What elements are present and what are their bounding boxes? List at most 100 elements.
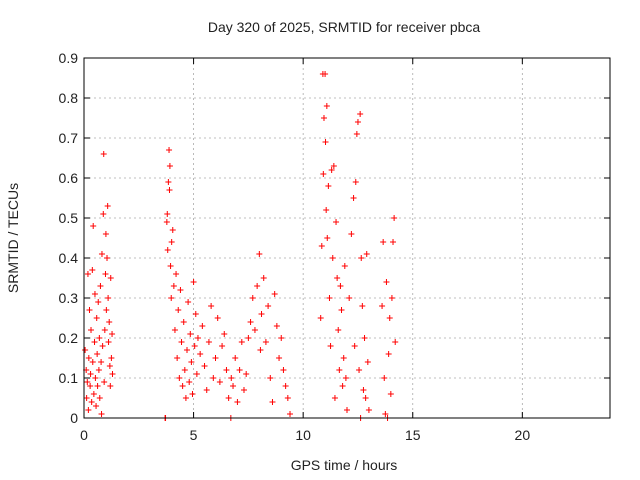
data-point: [273, 323, 280, 329]
chart-title: Day 320 of 2025, SRMTID for receiver pbc…: [208, 19, 481, 35]
x-tick-label: 0: [80, 427, 88, 443]
data-point: [95, 299, 102, 305]
data-point: [348, 231, 355, 237]
data-point: [108, 355, 115, 361]
data-point: [267, 375, 274, 381]
data-point: [329, 255, 336, 261]
data-point: [166, 147, 173, 153]
data-point: [98, 411, 105, 417]
data-point: [203, 387, 210, 393]
grid-lines: [84, 58, 610, 418]
data-point: [387, 391, 394, 397]
plot-frame: [83, 57, 611, 419]
data-point: [90, 391, 97, 397]
data-point: [357, 111, 364, 117]
data-point: [188, 359, 195, 365]
data-point: [354, 119, 361, 125]
data-point: [335, 327, 342, 333]
data-point: [187, 331, 194, 337]
y-tick-label: 0.5: [59, 210, 79, 226]
data-point: [82, 347, 89, 353]
data-point: [364, 359, 371, 365]
data-point: [240, 387, 247, 393]
data-point: [362, 395, 369, 401]
data-point: [106, 363, 113, 369]
data-point: [105, 295, 112, 301]
data-point: [327, 343, 334, 349]
data-point: [105, 339, 112, 345]
data-point: [178, 339, 185, 345]
y-tick-label: 0.4: [59, 250, 79, 266]
data-point: [230, 383, 237, 389]
data-point: [323, 103, 330, 109]
data-point: [359, 303, 366, 309]
data-point: [192, 311, 199, 317]
data-point: [363, 251, 370, 257]
data-point: [88, 327, 95, 333]
data-point: [212, 355, 219, 361]
data-point: [98, 251, 105, 257]
data-point: [193, 371, 200, 377]
data-point: [391, 215, 398, 221]
data-point: [168, 295, 175, 301]
y-tick-label: 0.8: [59, 90, 79, 106]
data-point: [381, 375, 388, 381]
data-point: [103, 307, 110, 313]
data-point: [351, 343, 358, 349]
data-point: [182, 395, 189, 401]
data-point: [165, 179, 172, 185]
data-point: [258, 311, 265, 317]
data-point: [197, 351, 204, 357]
data-point: [276, 355, 283, 361]
data-point: [282, 383, 289, 389]
data-point: [262, 339, 269, 345]
data-point: [322, 71, 329, 77]
data-point: [360, 387, 367, 393]
data-point: [102, 231, 109, 237]
data-point: [356, 367, 363, 373]
data-point: [98, 359, 105, 365]
data-point: [365, 407, 372, 413]
data-point: [247, 319, 254, 325]
y-tick-label: 0.2: [59, 330, 79, 346]
data-point: [353, 131, 360, 137]
data-point: [176, 375, 183, 381]
data-point: [280, 367, 287, 373]
data-point: [256, 251, 263, 257]
data-point: [169, 227, 176, 233]
data-point: [166, 163, 173, 169]
data-point: [271, 291, 278, 297]
data-point: [386, 315, 393, 321]
data-point: [181, 367, 188, 373]
data-point: [83, 395, 90, 401]
data-point: [186, 379, 193, 385]
data-point: [278, 335, 285, 341]
data-point: [390, 239, 397, 245]
data-point: [338, 307, 345, 313]
data-point: [219, 343, 226, 349]
data-point: [102, 271, 109, 277]
data-point: [326, 295, 333, 301]
data-point: [87, 383, 94, 389]
data-point: [90, 223, 97, 229]
data-point: [234, 399, 241, 405]
data-point: [96, 395, 103, 401]
y-tick-label: 0.3: [59, 290, 79, 306]
data-point: [238, 339, 245, 345]
y-tick-label: 0.6: [59, 170, 79, 186]
data-point: [350, 195, 357, 201]
x-axis-label: GPS time / hours: [291, 457, 398, 473]
data-point: [163, 219, 170, 225]
data-point: [216, 379, 223, 385]
data-point: [184, 347, 191, 353]
data-point: [324, 235, 331, 241]
data-point: [361, 335, 368, 341]
data-point: [84, 379, 91, 385]
data-point: [225, 395, 232, 401]
data-point: [164, 211, 171, 217]
data-point: [284, 395, 291, 401]
data-point: [94, 351, 101, 357]
data-point: [89, 267, 96, 273]
data-point: [385, 351, 392, 357]
